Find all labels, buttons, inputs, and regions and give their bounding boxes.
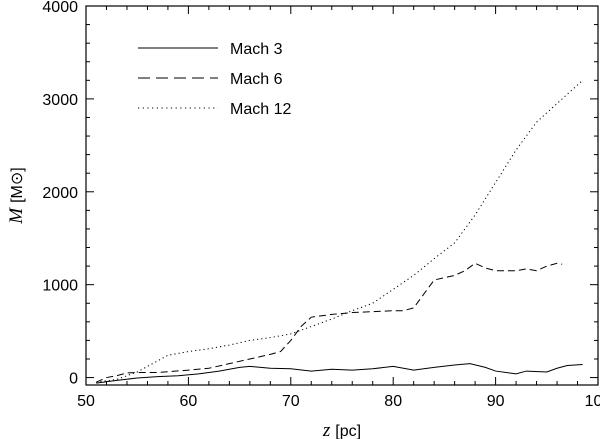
x-tick-label: 80 — [384, 393, 402, 410]
x-axis-unit: [pc] — [335, 423, 361, 439]
x-tick-label: 60 — [180, 393, 198, 410]
legend-label: Mach 12 — [230, 101, 291, 118]
series-line-dashed — [96, 262, 563, 383]
legend-label: Mach 3 — [230, 41, 283, 58]
x-axis-label: z [pc] — [322, 420, 361, 439]
y-axis-symbol: M — [6, 207, 27, 225]
y-tick-label: 2000 — [42, 185, 78, 202]
x-axis-symbol: z — [322, 420, 331, 439]
y-tick-label: 4000 — [42, 0, 78, 16]
y-tick-label: 0 — [69, 371, 78, 388]
plot-area: 506070809010001000200030004000z[pc]M[M⊙]… — [6, 0, 600, 439]
y-axis-label: M [M⊙] — [6, 167, 27, 224]
x-tick-label: 90 — [487, 393, 505, 410]
series-line-solid — [96, 363, 583, 384]
x-tick-label: 100 — [585, 393, 600, 410]
x-tick-label: 50 — [77, 393, 95, 410]
series-line-dotted — [96, 79, 583, 383]
y-tick-label: 1000 — [42, 278, 78, 295]
y-tick-label: 3000 — [42, 92, 78, 109]
plot-frame — [85, 5, 599, 386]
y-axis-unit: [M⊙] — [9, 167, 26, 203]
legend-label: Mach 6 — [230, 71, 283, 88]
x-tick-label: 70 — [282, 393, 300, 410]
